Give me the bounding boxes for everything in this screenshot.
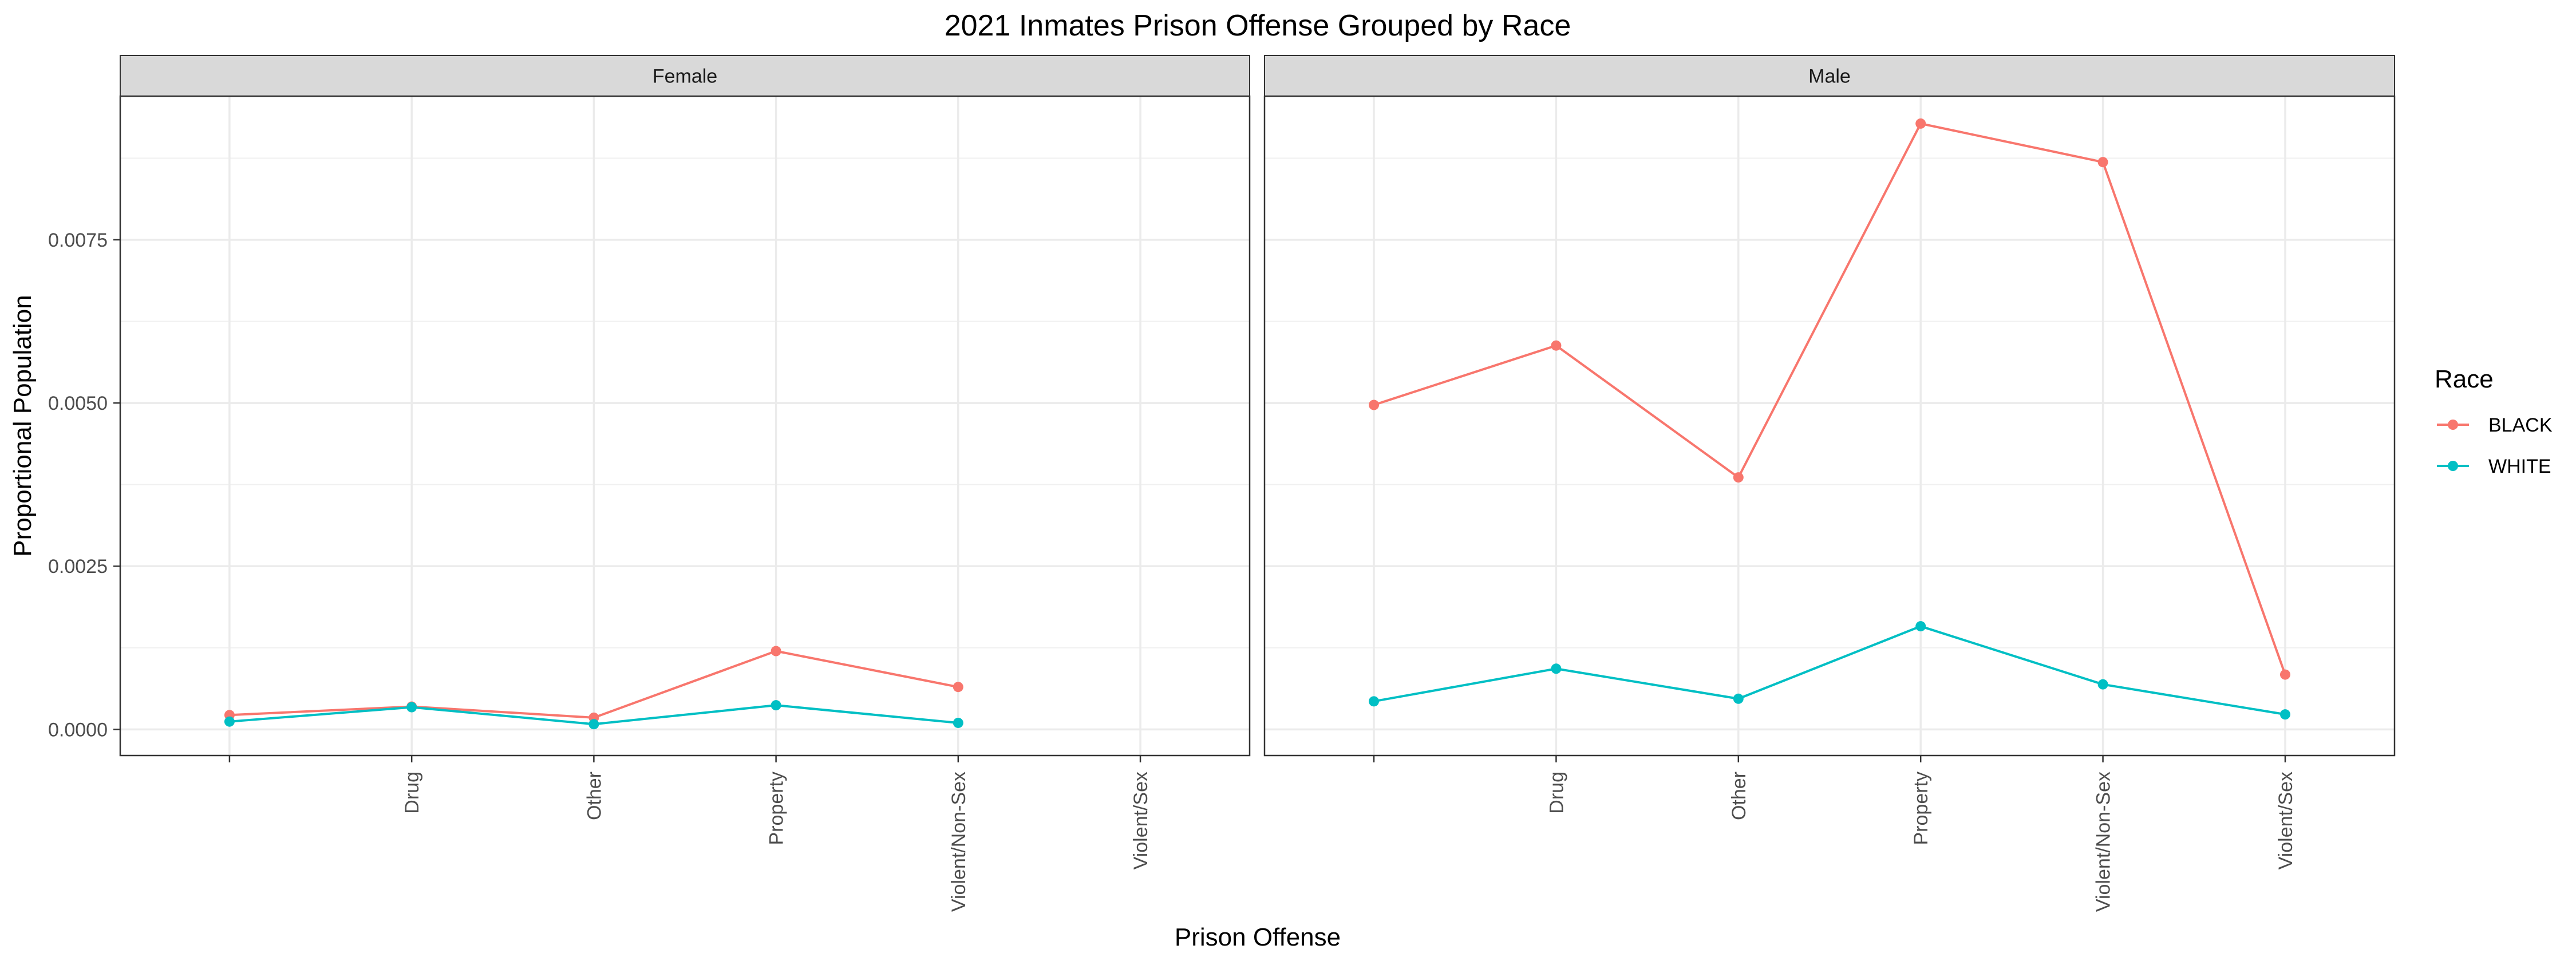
x-tick-label: Drug — [1546, 772, 1567, 814]
data-point-white — [1915, 621, 1926, 632]
facet-panel-female: Female Drug Other Property Violent/Non-Sex Vi… — [48, 55, 1251, 912]
y-tick-label: 0.0050 — [48, 393, 108, 414]
legend-title: Race — [2435, 365, 2494, 393]
data-point-white — [1733, 693, 1744, 704]
panel-border — [1263, 95, 2396, 757]
x-tick-label: Property — [766, 772, 788, 845]
panel-border — [119, 95, 1251, 757]
data-point-black — [1551, 340, 1562, 351]
x-axis-title: Prison Offense — [1175, 923, 1341, 951]
data-point-black — [1733, 472, 1744, 483]
data-point-white — [1551, 663, 1562, 674]
facet-strip — [120, 55, 1250, 97]
x-tick-label: Violent/Sex — [1130, 772, 1152, 869]
data-point-black — [953, 682, 963, 693]
data-point-white — [2097, 679, 2108, 690]
legend-entry-black: BLACK — [2437, 414, 2553, 436]
data-point-black — [771, 646, 781, 657]
plot-background — [1265, 96, 2395, 756]
x-tick-label: Violent/Sex — [2275, 772, 2297, 869]
facet-panels: Female Drug Other Property Violent/Non-Sex Vi… — [48, 55, 2396, 912]
facet-strip-label: Male — [1808, 66, 1851, 88]
data-point-white — [588, 719, 599, 730]
chart-title: 2021 Inmates Prison Offense Grouped by R… — [945, 9, 1571, 42]
data-point-black — [2097, 157, 2108, 168]
data-point-white — [1369, 696, 1380, 707]
data-point-white — [2279, 709, 2290, 720]
x-tick-label: Other — [1728, 772, 1750, 820]
x-tick-label: Property — [1910, 772, 1932, 845]
y-tick-label: 0.0025 — [48, 556, 108, 578]
x-tick-label: Drug — [401, 772, 423, 814]
data-point-white — [953, 717, 963, 728]
legend-label: BLACK — [2488, 414, 2553, 436]
legend-key-point — [2448, 420, 2458, 430]
data-point-white — [224, 716, 235, 727]
y-tick-label: 0.0000 — [48, 719, 108, 741]
legend-label: WHITE — [2488, 456, 2551, 477]
facet-strip-label: Female — [653, 66, 717, 88]
legend: Race BLACK WHITE — [2435, 365, 2553, 477]
data-point-black — [2279, 669, 2290, 680]
legend-entry-white: WHITE — [2437, 456, 2551, 477]
legend-key-point — [2448, 461, 2458, 471]
data-point-black — [1369, 400, 1380, 410]
x-tick-label: Violent/Non-Sex — [948, 772, 970, 912]
x-tick-label: Violent/Non-Sex — [2093, 772, 2115, 912]
series-line-white — [1373, 625, 2286, 716]
x-tick-label: Other — [583, 772, 605, 820]
data-point-white — [771, 700, 781, 711]
facet-panel-male: Male Drug Other Property Violent/Non-Sex Viol… — [1263, 55, 2396, 912]
data-point-black — [1915, 118, 1926, 129]
series-line-black — [1373, 122, 2286, 675]
data-point-white — [406, 702, 417, 713]
y-axis-title: Proportional Population — [9, 295, 37, 556]
plot-background — [120, 96, 1250, 756]
y-tick-label: 0.0075 — [48, 230, 108, 251]
